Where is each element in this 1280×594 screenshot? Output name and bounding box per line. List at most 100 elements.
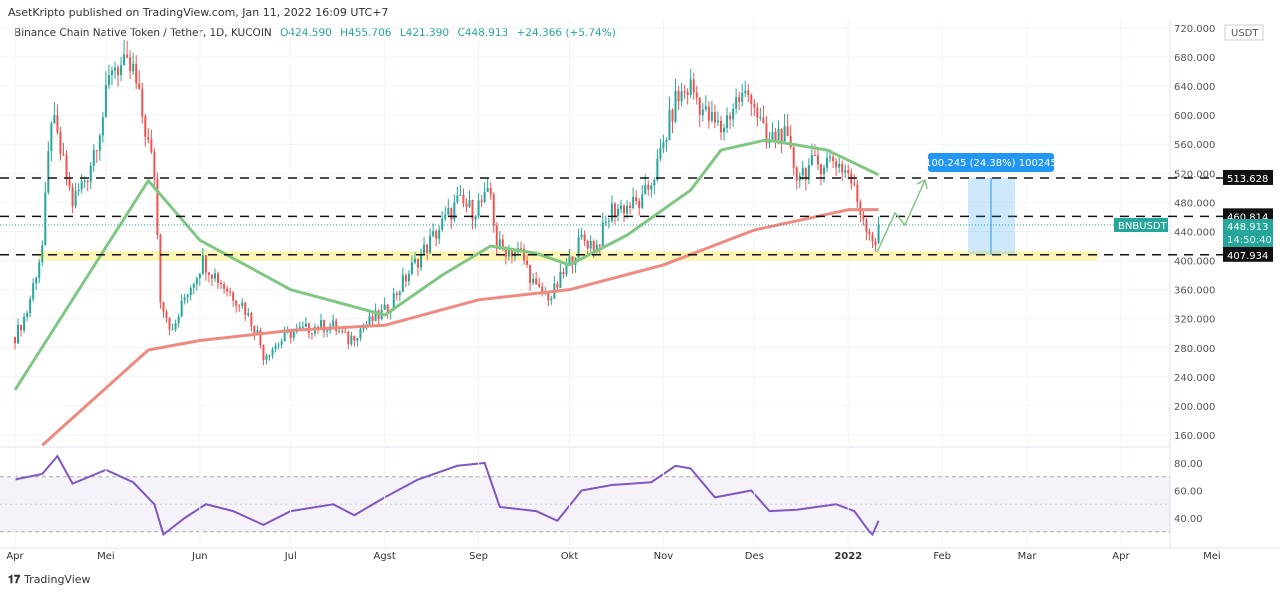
candle-body [616,208,619,216]
candle-body [620,205,622,209]
time-tick-label: Apr [6,551,24,562]
candle-body [416,258,419,268]
candle-body [204,255,207,273]
candle-body [871,234,874,242]
candle-body [589,241,592,249]
candle-body [520,248,523,250]
level-price-label: 460.814 [1227,212,1268,223]
candle-body [259,330,262,346]
candles [14,39,880,366]
candle-body [732,108,735,120]
candle-body [453,202,456,220]
candle-body [741,93,744,102]
candle-body [662,142,665,149]
candle-body [556,283,559,288]
candle-body [432,231,435,236]
candle-body [341,330,344,332]
candle-body [353,335,356,341]
candle-body [792,147,795,168]
candle-body [35,277,38,284]
time-tick-label: Mei [97,551,115,562]
measure-label-box [928,153,1054,172]
candle-body [526,260,529,265]
candle-body [217,273,220,283]
candle-body [877,225,880,243]
measure-label: 100.245 (24.38%) 100245 [925,158,1057,169]
candle-body [595,244,598,251]
candle-body [810,155,813,166]
candle-body [68,178,71,187]
candle-body [795,167,798,181]
candle-body [95,150,98,152]
candle-body [274,345,277,350]
candle-body [726,115,729,128]
candle-body [120,65,123,76]
candle-body [462,194,465,204]
candle-body [247,313,250,316]
candle-body [565,264,568,275]
candle-body [865,219,868,232]
candle-body [14,336,16,344]
candle-body [680,91,683,102]
candle-body [686,92,689,95]
candle-body [753,103,756,108]
candle-body [77,189,80,192]
candle-body [568,256,571,265]
price-tick-label: 200.000 [1174,402,1215,413]
candle-body [765,122,768,144]
candle-body [271,349,274,356]
candle-body [668,109,671,141]
candle-body [335,320,338,331]
candle-body [232,292,235,301]
candle-body [459,194,462,196]
candle-body [692,79,695,93]
rsi-tick-label: 80.00 [1174,459,1203,470]
candle-body [371,316,374,322]
candle-body [220,282,223,285]
time-tick-label: Des [745,551,764,562]
symbol-tag [1114,218,1168,233]
candle-body [656,158,659,180]
candle-body [650,185,653,190]
candle-body [592,241,595,251]
candle-body [283,332,286,342]
candle-body [447,208,450,215]
candle-body [774,131,777,140]
symbol-name: Binance Chain Native Token / Tether, 1D,… [14,27,272,39]
candle-body [826,158,829,168]
candle-body [392,293,395,310]
candle-body [323,320,326,332]
candle-body [853,183,856,185]
level-price-label: 407.934 [1227,251,1268,262]
candle-body [386,304,389,313]
candle-body [104,85,107,118]
currency-box [1224,24,1264,41]
candle-body [586,241,589,249]
candle-body [86,180,89,182]
candle-body [638,200,641,208]
candle-body [268,355,271,357]
candle-body [250,313,253,326]
candle-body [601,222,604,247]
candle-body [156,178,159,235]
candle-body [744,90,747,94]
candle-body [132,63,135,72]
candle-body [571,256,574,266]
candle-body [344,331,347,333]
candle-body [610,203,613,221]
candle-body [332,320,335,327]
candle-body [844,170,847,173]
candle-body [374,310,377,322]
candle-body [456,195,459,203]
candle-body [301,326,304,328]
candle-body [438,229,441,239]
candle-body [629,205,632,208]
candle-body [644,185,647,195]
time-tick-label: Jun [191,551,208,562]
ohlc-open: O424.590 [280,27,332,39]
candle-body [707,106,710,121]
candle-body [465,203,468,208]
candle-body [53,115,56,124]
candle-body [123,54,126,66]
